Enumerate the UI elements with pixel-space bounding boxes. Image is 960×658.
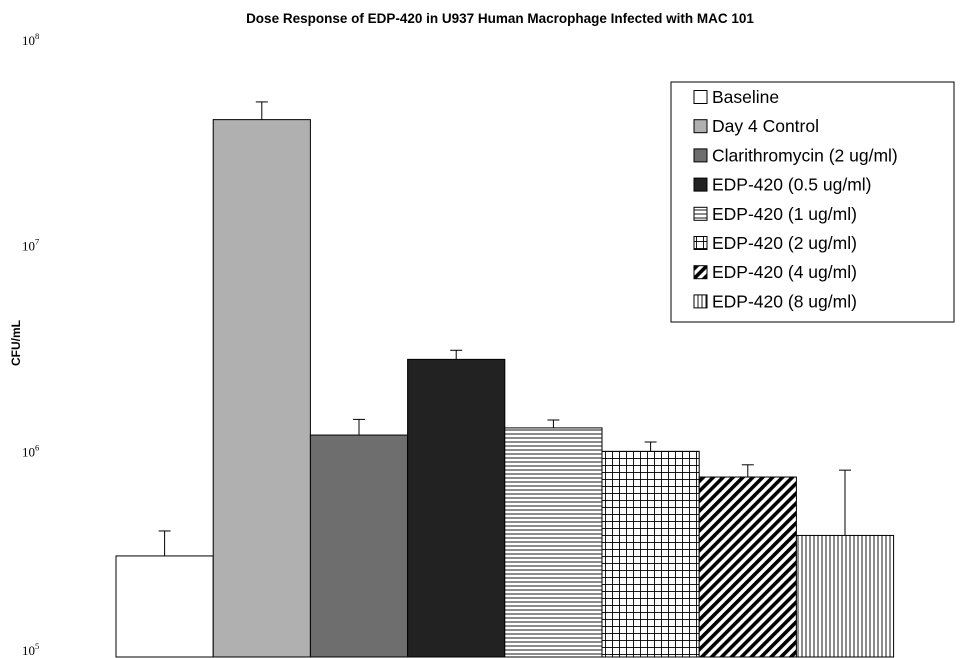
legend-label-2: Day 4 Control	[712, 116, 819, 136]
legend-swatch-2	[693, 119, 708, 134]
legend-swatch-4	[693, 177, 708, 192]
legend-label-5: EDP-420 (1 ug/ml)	[712, 204, 857, 224]
bar-3	[309, 434, 409, 658]
y-tick-base: 10	[22, 239, 35, 254]
legend-swatch-6	[693, 236, 708, 250]
bar-6	[601, 450, 700, 658]
legend: Baseline Day 4 Control Clarithromycin (2 u…	[670, 81, 955, 323]
y-tick-exponent: 6	[35, 442, 39, 452]
legend-swatch-3	[693, 148, 708, 163]
y-tick-label: 105	[22, 641, 39, 658]
bars	[115, 101, 895, 658]
y-tick-exponent: 5	[35, 641, 39, 651]
legend-label-4: EDP-420 (0.5 ug/ml)	[712, 175, 872, 195]
legend-swatch-5	[693, 206, 708, 221]
legend-box	[670, 81, 955, 323]
y-tick-base: 10	[22, 33, 35, 48]
legend-label-8: EDP-420 (8 ug/ml)	[712, 291, 857, 311]
legend-swatch-1	[693, 90, 708, 104]
bar-5	[504, 427, 603, 658]
legend-swatch-8	[693, 294, 708, 309]
y-tick-base: 10	[22, 643, 35, 658]
bar-4	[407, 358, 506, 658]
y-tick-label: 108	[22, 31, 39, 48]
legend-label-3: Clarithromycin (2 ug/ml)	[712, 145, 898, 165]
y-tick-label: 107	[22, 237, 39, 254]
y-axis-label: CFU/mL	[9, 320, 23, 366]
y-tick-exponent: 8	[35, 31, 39, 41]
legend-label-1: Baseline	[712, 87, 779, 107]
bar-1	[115, 555, 214, 658]
legend-swatch-7	[693, 265, 708, 280]
legend-label-7: EDP-420 (4 ug/ml)	[712, 262, 857, 282]
bar-7	[698, 476, 797, 658]
bar-2	[212, 119, 311, 658]
legend-label-6: EDP-420 (2 ug/ml)	[712, 233, 857, 253]
bar-8	[795, 534, 895, 658]
y-tick-label: 106	[22, 442, 39, 459]
chart-title: Dose Response of EDP-420 in U937 Human M…	[246, 11, 754, 26]
y-tick-base: 10	[22, 444, 35, 459]
y-tick-exponent: 7	[35, 237, 39, 247]
